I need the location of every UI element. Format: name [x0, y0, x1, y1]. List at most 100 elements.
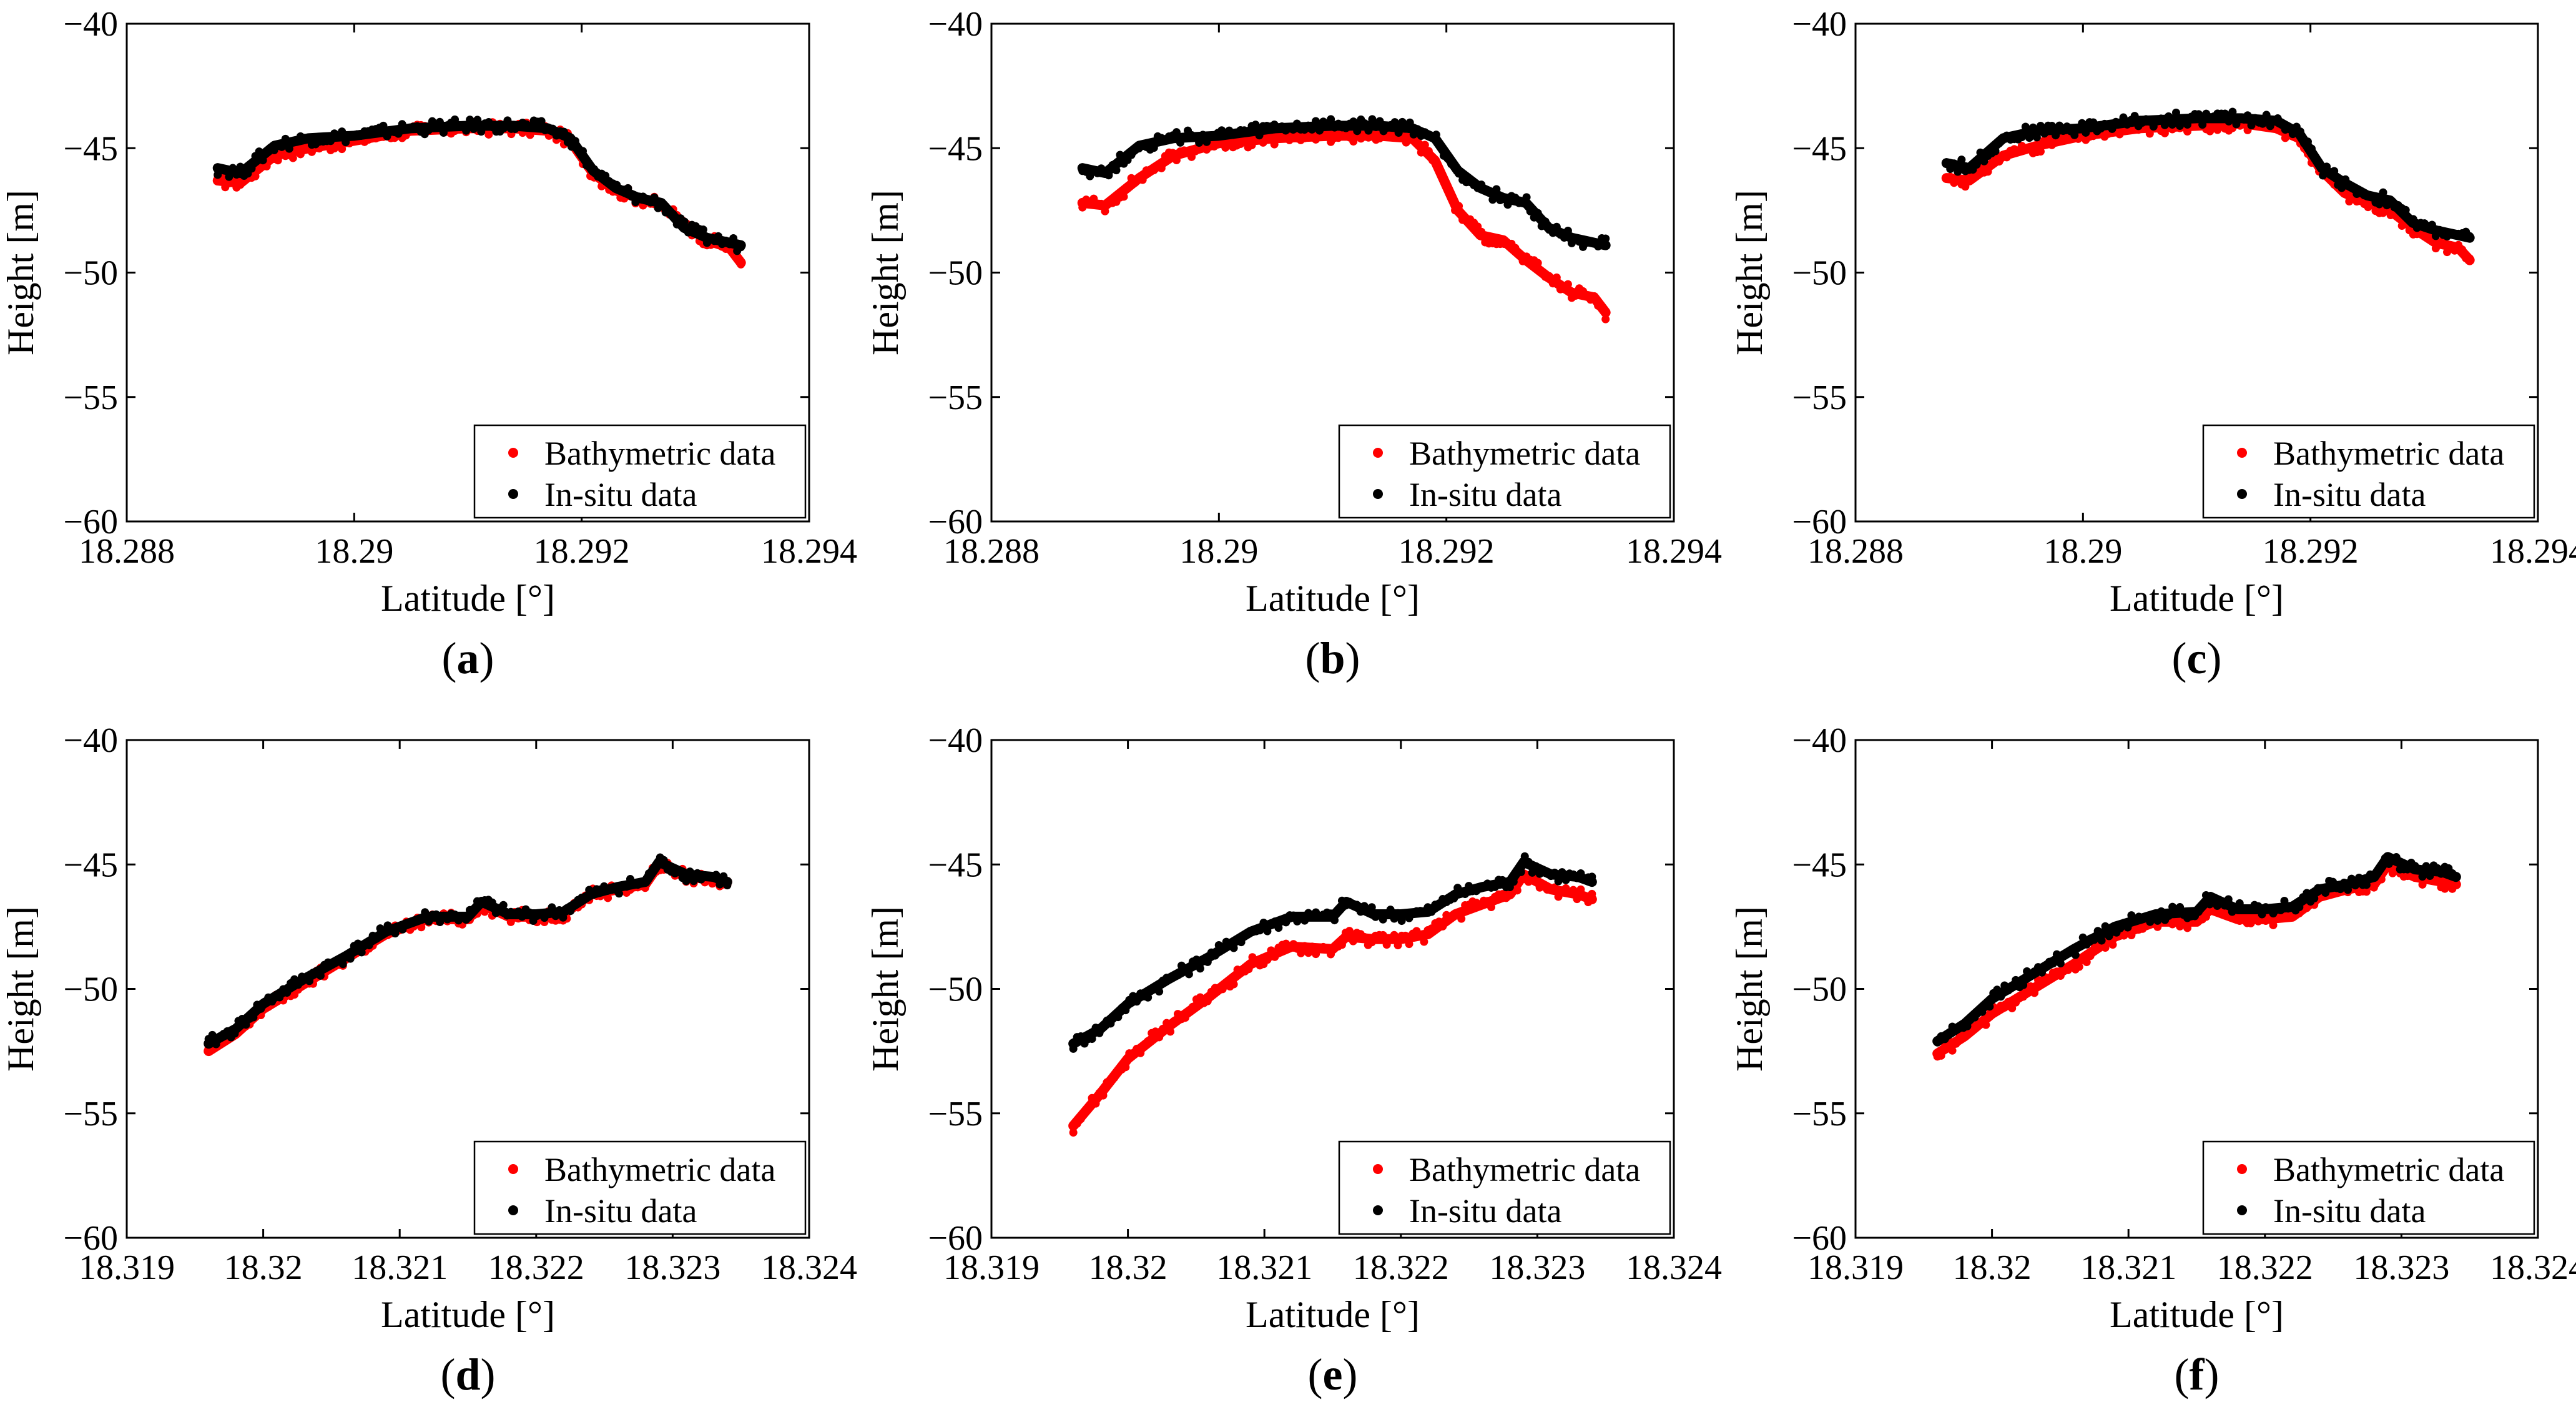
data-point — [2336, 885, 2345, 894]
data-point — [650, 193, 659, 202]
y-tick-label: −40 — [928, 5, 983, 44]
data-point — [1509, 877, 1518, 886]
data-point — [477, 127, 486, 136]
chart-panel-a: 18.288 18.29 18.292 18.294 −60 −55 −50 −45 −40 La… — [0, 5, 857, 683]
legend-box — [1338, 1140, 1671, 1235]
data-point — [1327, 115, 1335, 124]
data-point — [1168, 149, 1177, 157]
data-point — [1091, 1099, 1100, 1108]
data-point — [1978, 1007, 1987, 1016]
data-point — [2351, 881, 2359, 890]
data-point — [1573, 895, 1581, 904]
data-point — [2040, 129, 2048, 138]
data-point — [1548, 279, 1557, 288]
data-point — [2075, 962, 2083, 971]
data-point — [2362, 887, 2371, 896]
legend-box — [473, 424, 807, 519]
data-point — [1104, 171, 1113, 180]
data-point — [1353, 127, 1362, 136]
data-point — [652, 863, 661, 872]
data-point — [1360, 119, 1369, 128]
data-point — [2340, 878, 2349, 887]
data-point — [1461, 890, 1470, 899]
data-point — [1533, 209, 1542, 217]
data-point — [2276, 906, 2285, 914]
legend-entry-bathymetric: Bathymetric data — [2273, 435, 2504, 472]
data-point — [2280, 897, 2289, 906]
x-tick-label: 18.321 — [351, 1248, 448, 1287]
legend-marker — [508, 1205, 518, 1215]
data-point — [2437, 869, 2446, 878]
data-point — [622, 882, 631, 891]
data-point — [2269, 921, 2278, 929]
y-tick-label: −45 — [1792, 129, 1847, 168]
data-point — [499, 124, 508, 132]
x-tick-label: 18.322 — [1353, 1248, 1449, 1287]
series-track — [1077, 121, 1611, 250]
data-point — [1352, 901, 1361, 909]
data-point — [436, 917, 445, 926]
data-point — [469, 125, 478, 134]
data-point — [421, 908, 430, 917]
y-tick-label: −55 — [928, 378, 983, 417]
data-point — [2019, 992, 2028, 1001]
data-point — [417, 916, 426, 924]
data-point — [1379, 931, 1387, 939]
data-point — [1554, 877, 1563, 886]
data-point — [2041, 963, 2050, 972]
data-point — [1515, 249, 1523, 258]
y-axis-label: Height [m] — [0, 190, 41, 355]
series-bathymetric — [1077, 126, 1611, 323]
data-point — [466, 116, 474, 124]
legend-box — [2202, 424, 2535, 519]
data-point — [2220, 901, 2229, 910]
data-point — [230, 1029, 239, 1038]
data-point — [2303, 889, 2311, 897]
legend-marker — [508, 448, 518, 458]
y-tick-label: −45 — [928, 846, 983, 884]
y-tick-label: −40 — [63, 721, 118, 760]
data-point — [672, 220, 681, 229]
data-point — [2198, 900, 2206, 909]
chart-panel-b: 18.288 18.29 18.292 18.294 −60 −55 −50 −45 −40 La… — [865, 5, 1722, 683]
data-point — [221, 166, 230, 175]
data-point — [1218, 985, 1227, 994]
data-point — [2089, 118, 2098, 127]
data-point — [273, 156, 282, 165]
data-point — [1601, 315, 1610, 323]
data-point — [223, 1027, 232, 1035]
data-point — [2284, 122, 2293, 131]
data-point — [1424, 147, 1433, 156]
x-tick-label: 18.292 — [2263, 532, 2359, 571]
data-point — [699, 225, 707, 234]
data-point — [2075, 941, 2083, 950]
y-tick-label: −50 — [928, 254, 983, 293]
data-point — [1157, 164, 1166, 172]
data-point — [567, 142, 576, 151]
data-point — [1970, 1013, 1979, 1022]
data-point — [480, 907, 489, 916]
data-point — [1594, 242, 1603, 250]
data-point — [1997, 992, 2005, 1001]
data-point — [1127, 151, 1136, 159]
x-tick-label: 18.294 — [761, 532, 857, 571]
data-point — [1961, 182, 1970, 191]
y-tick-label: −50 — [1792, 970, 1847, 1009]
data-point — [1531, 862, 1540, 871]
data-point — [1203, 997, 1212, 1005]
data-point — [1163, 1019, 1171, 1027]
x-axis-label: Latitude [°] — [2110, 578, 2284, 619]
x-tick-label: 18.32 — [224, 1248, 303, 1287]
data-point — [2288, 130, 2297, 139]
x-axis-label: Latitude [°] — [1246, 578, 1420, 619]
data-point — [275, 993, 284, 1002]
data-point — [346, 954, 355, 963]
data-point — [2157, 907, 2166, 916]
y-axis-label: Height [m] — [865, 906, 906, 1072]
data-point — [1401, 931, 1410, 940]
legend-marker — [2237, 489, 2247, 499]
data-point — [1550, 883, 1559, 892]
data-point — [379, 121, 388, 130]
data-point — [2247, 121, 2256, 130]
legend-entry-insitu: In-situ data — [2273, 1192, 2426, 1230]
